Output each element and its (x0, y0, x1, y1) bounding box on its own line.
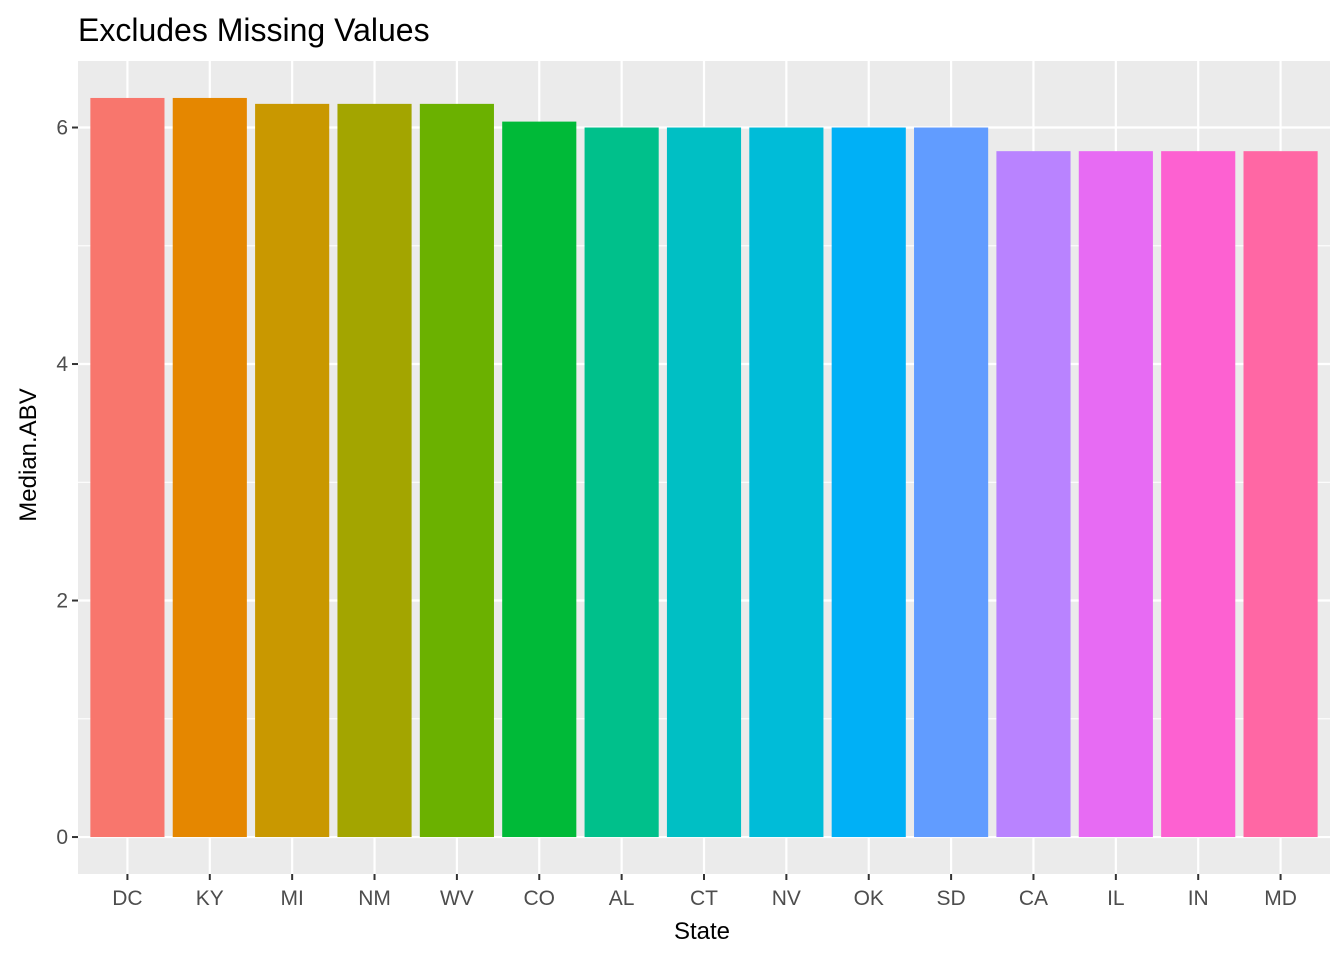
y-tick-label: 6 (56, 117, 68, 140)
x-axis: DC KY MI NM WV CO AL CT NV OK SD CA IL IN MD (112, 874, 1297, 910)
y-axis: 0 2 4 6 (56, 117, 78, 849)
y-tick-label: 0 (56, 826, 68, 849)
x-tick-label: MI (280, 887, 303, 910)
x-tick-label: SD (937, 887, 966, 910)
bar-il (1078, 151, 1153, 838)
bar-nm (337, 103, 412, 838)
x-tick-label: KY (196, 887, 224, 910)
x-tick-label: IN (1188, 887, 1209, 910)
bar-sd (914, 127, 989, 838)
bar-in (1161, 151, 1236, 838)
bar-mi (255, 103, 330, 838)
y-tick-label: 2 (56, 590, 68, 613)
bar-nv (749, 127, 824, 838)
bar-ct (666, 127, 742, 838)
y-tick-label: 4 (56, 353, 68, 376)
x-tick-label: IL (1107, 887, 1125, 910)
x-tick-label: WV (440, 887, 474, 910)
bar-ca (996, 151, 1071, 838)
bars (90, 97, 1318, 838)
x-tick-label: CT (690, 887, 718, 910)
x-tick-label: MD (1264, 887, 1297, 910)
bar-wv (419, 103, 494, 838)
x-tick-label: NM (358, 887, 391, 910)
chart-title: Excludes Missing Values (78, 12, 430, 48)
x-tick-label: DC (112, 887, 142, 910)
x-tick-label: CA (1019, 887, 1048, 910)
bar-ok (831, 127, 906, 838)
x-tick-label: OK (854, 887, 884, 910)
bar-md (1243, 151, 1318, 838)
bar-ky (172, 97, 247, 838)
bar-al (584, 127, 659, 838)
x-tick-label: NV (772, 887, 801, 910)
bar-co (502, 121, 577, 838)
x-tick-label: CO (524, 887, 556, 910)
x-tick-label: AL (609, 887, 635, 910)
x-axis-title: State (674, 918, 730, 945)
bar-dc (90, 97, 165, 838)
y-axis-title: Median.ABV (15, 388, 42, 521)
